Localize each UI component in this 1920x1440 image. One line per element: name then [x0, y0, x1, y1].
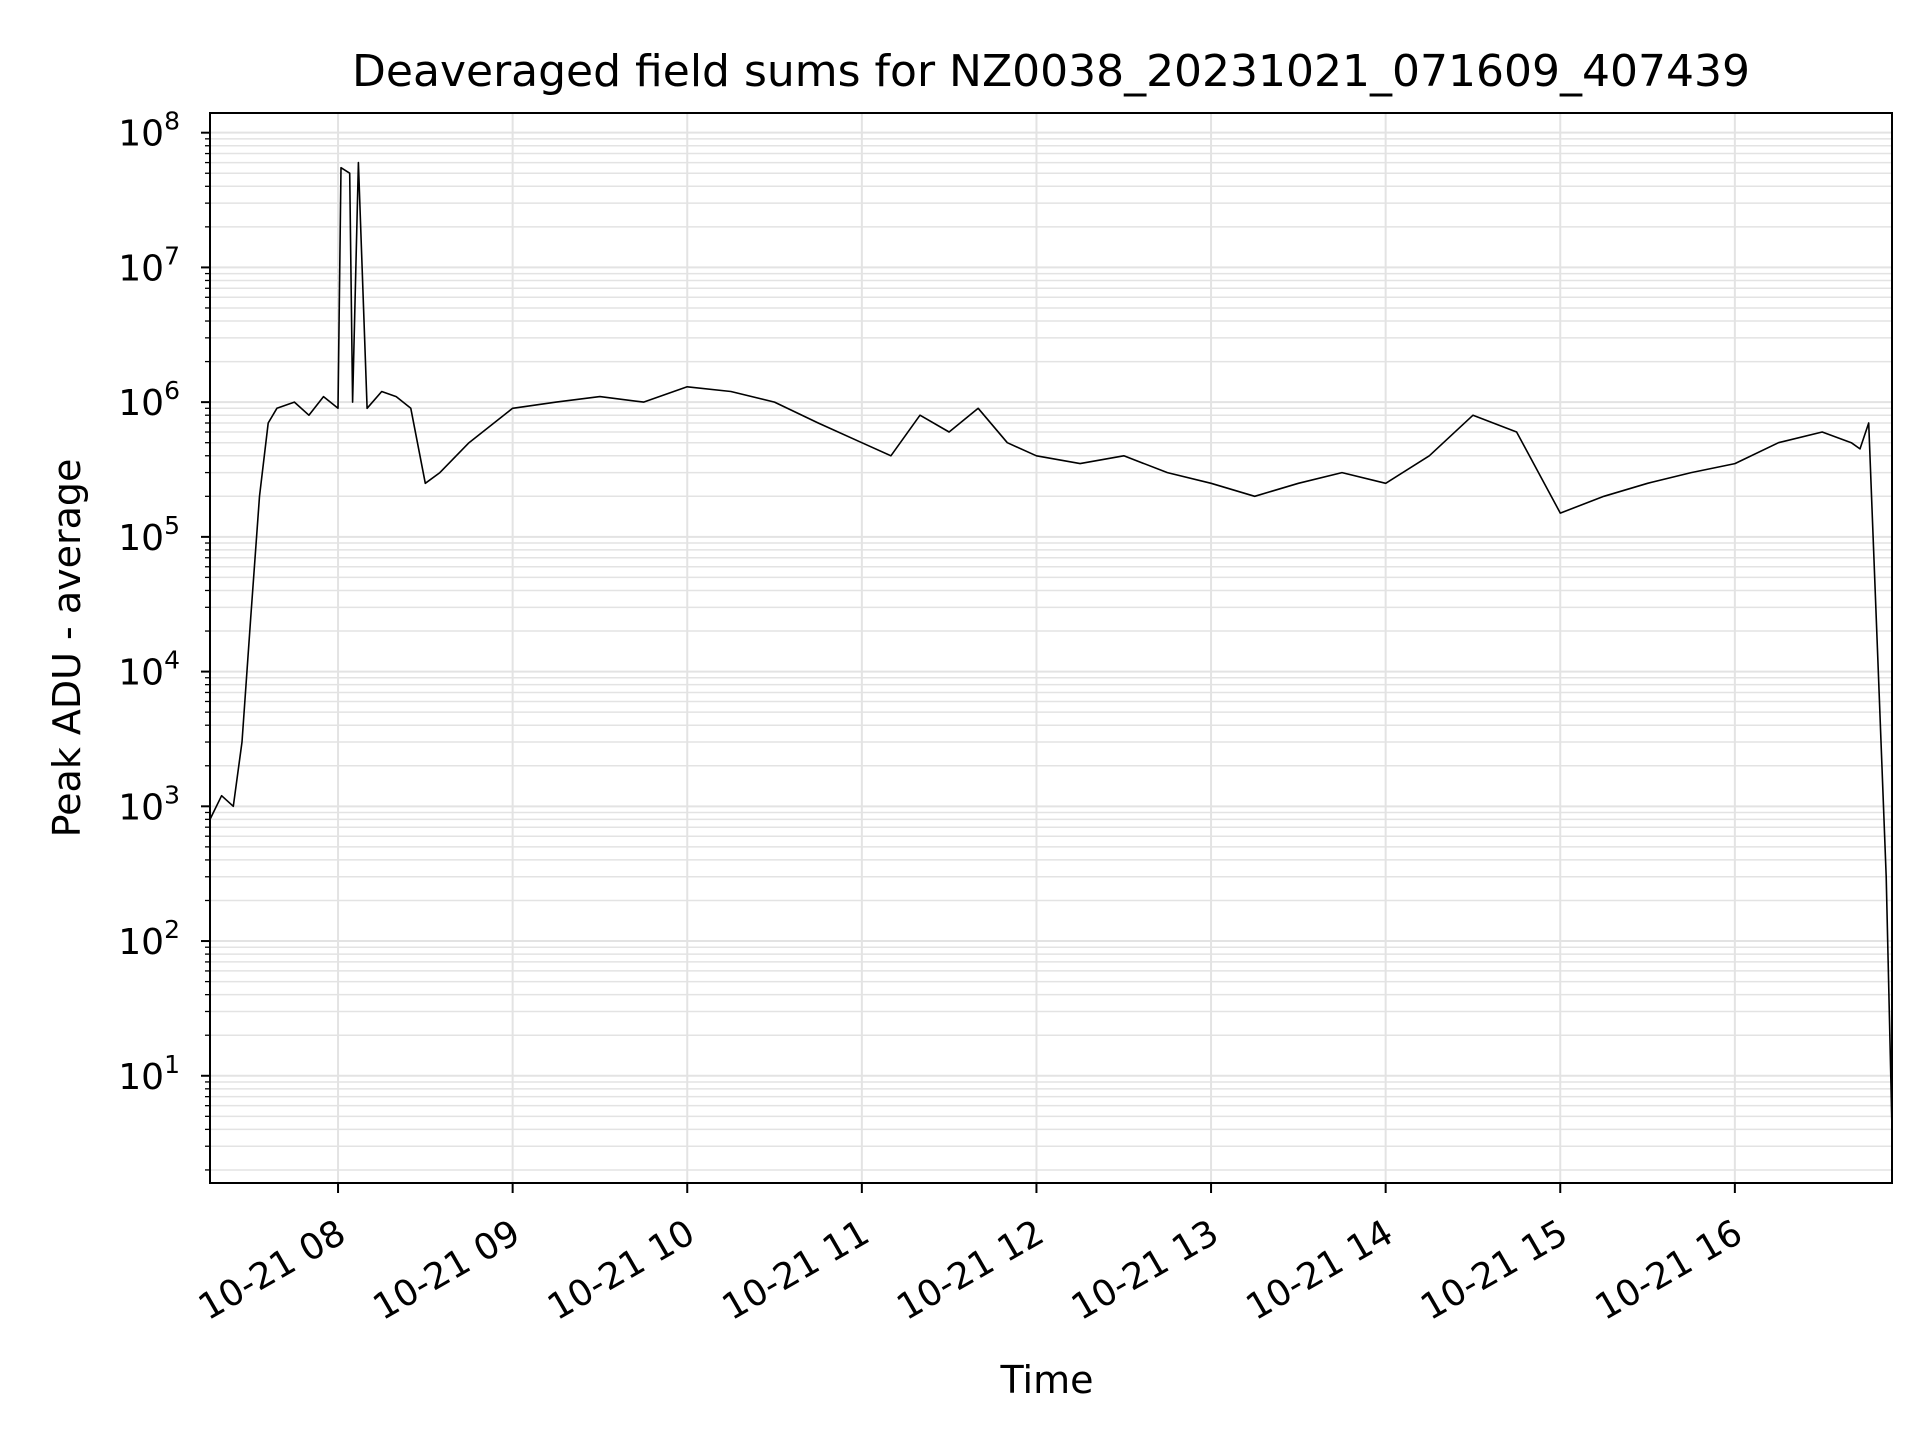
y-tick-label: 105: [118, 511, 180, 559]
y-axis-label: Peak ADU - average: [45, 459, 89, 838]
x-tick-label: 10-21 13: [1065, 1212, 1226, 1328]
data-series: [209, 161, 1893, 1130]
series-line: [209, 161, 1893, 1130]
x-tick-label: 10-21 14: [1239, 1212, 1400, 1328]
x-tick-label: 10-21 15: [1414, 1212, 1575, 1328]
y-tick-label: 101: [118, 1050, 180, 1098]
x-tick-label: 10-21 16: [1589, 1212, 1750, 1328]
y-tick-label: 102: [118, 915, 180, 963]
x-tick-label: 10-21 10: [541, 1212, 702, 1328]
chart-title: Deaveraged field sums for NZ0038_2023102…: [352, 46, 1750, 97]
x-axis-label: Time: [1000, 1358, 1094, 1402]
x-tick-label: 10-21 08: [192, 1212, 353, 1328]
grid: [210, 113, 1892, 1183]
x-tick-label: 10-21 12: [890, 1212, 1051, 1328]
plot-frame: [209, 112, 1893, 1184]
x-tick-label: 10-21 11: [716, 1212, 877, 1328]
y-tick-label: 104: [118, 646, 180, 694]
y-tick-label: 106: [118, 376, 180, 424]
y-tick-label: 108: [118, 107, 180, 155]
y-tick-label: 103: [118, 780, 180, 828]
x-tick-label: 10-21 09: [366, 1212, 527, 1328]
y-tick-label: 107: [118, 241, 180, 289]
